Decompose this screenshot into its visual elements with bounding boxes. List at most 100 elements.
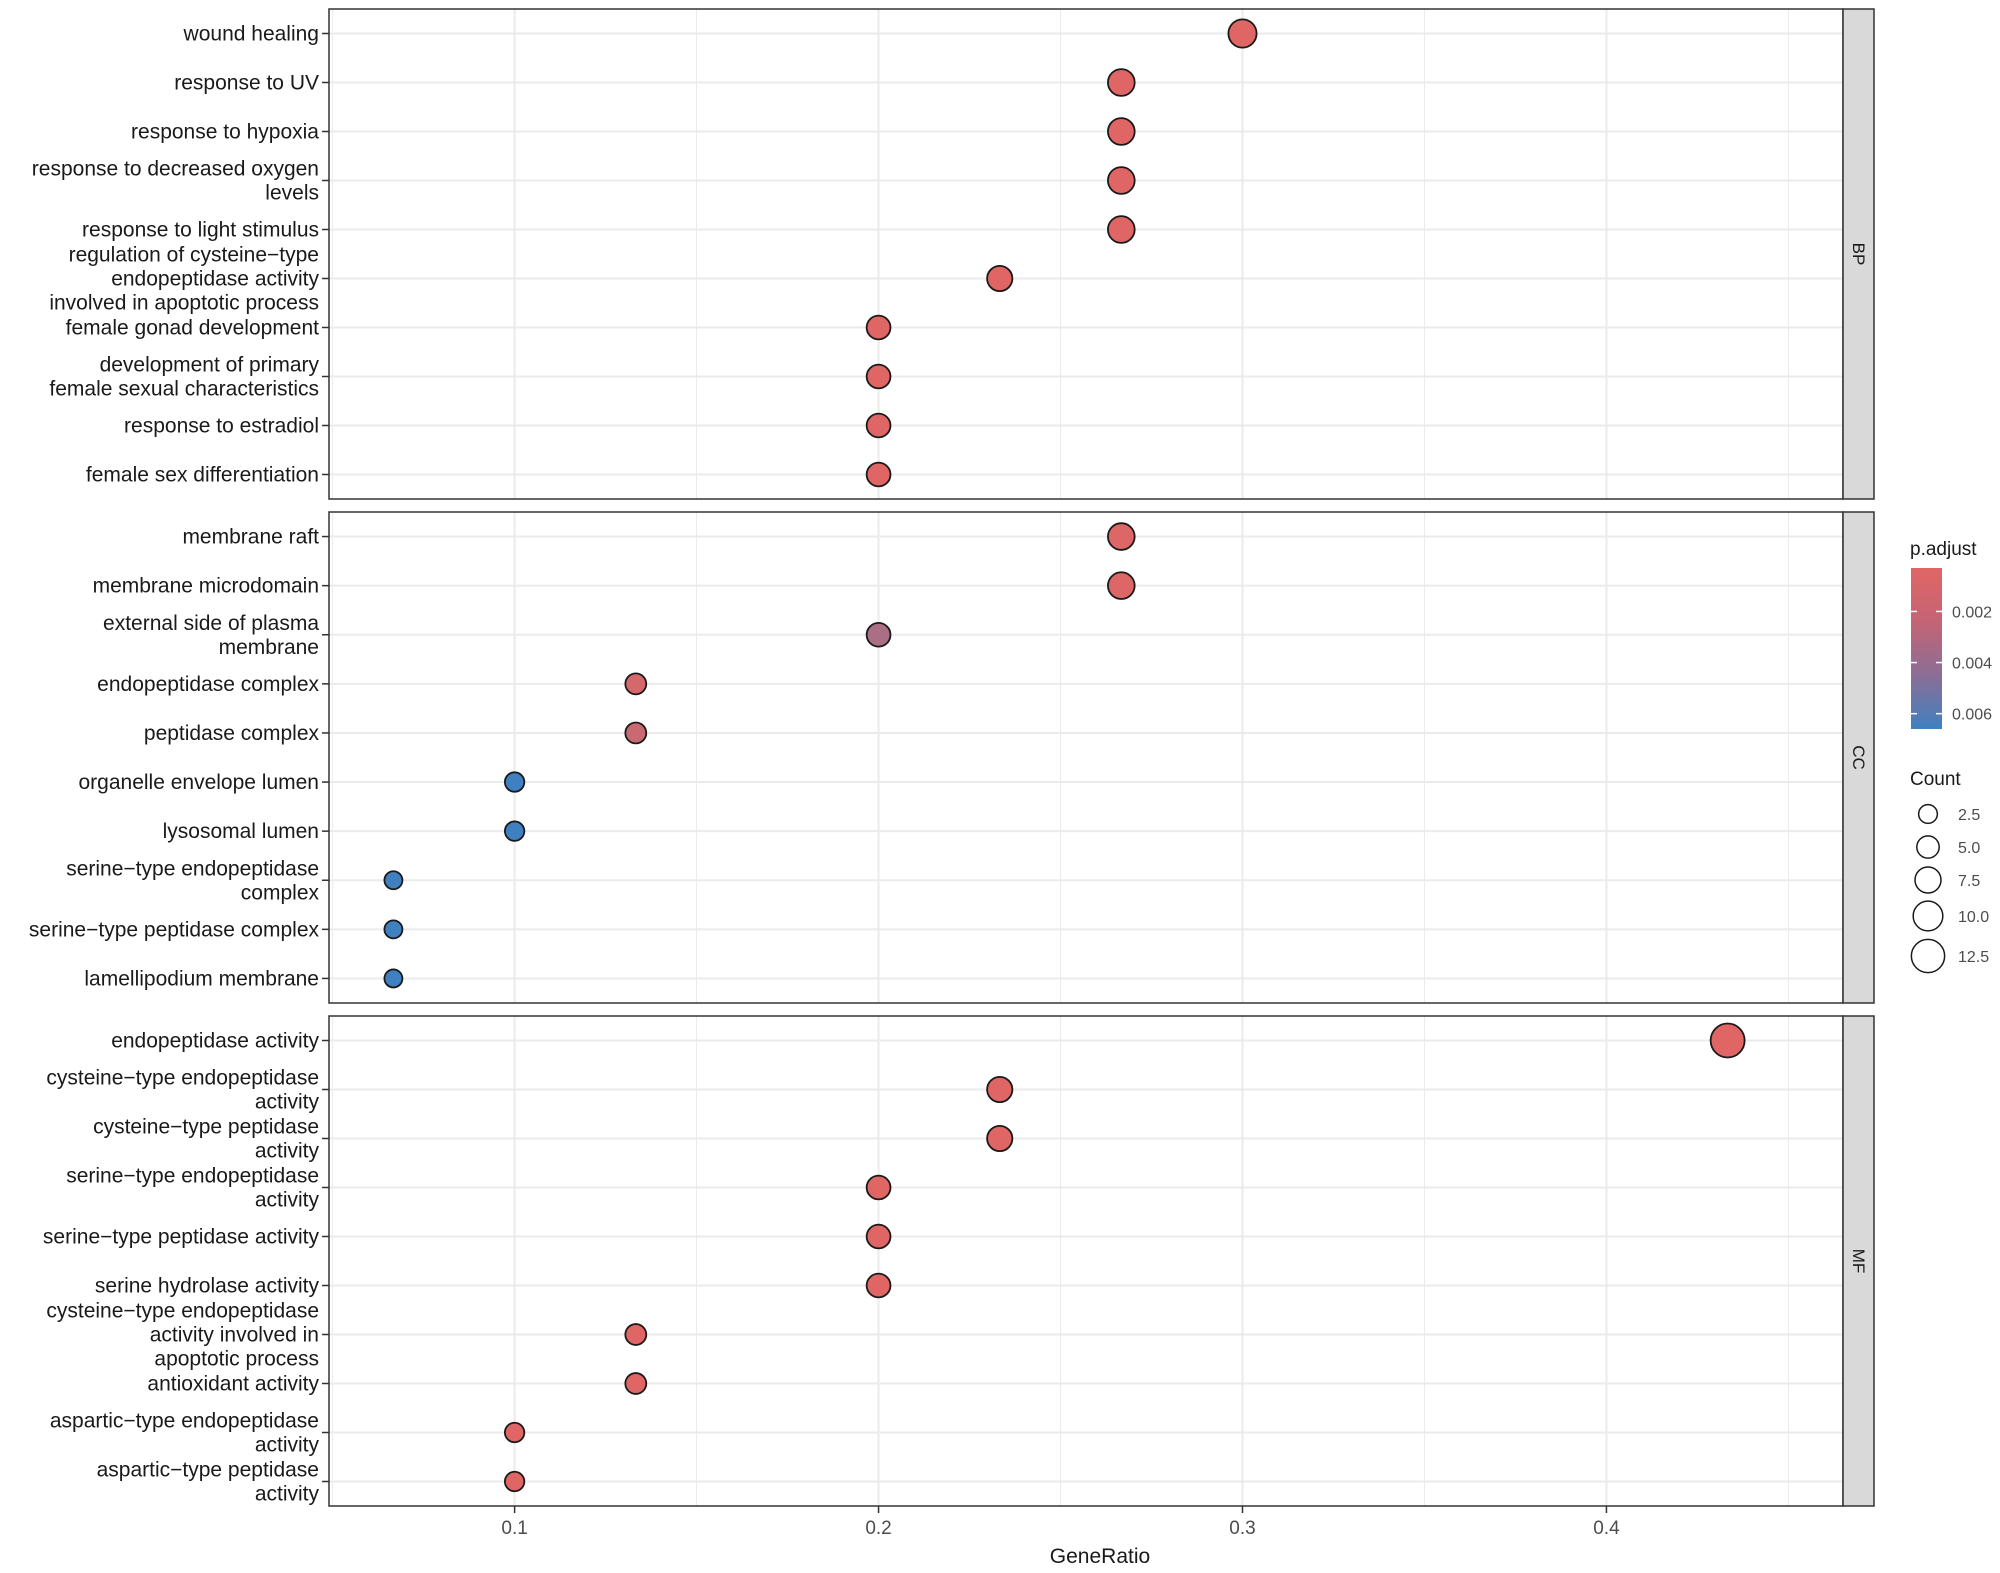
term-label-line: external side of plasma [103,612,319,635]
legend: p.adjust 0.002 0.004 0.006 Count 2.5 5.0 7.5 10.… [1910,539,1992,974]
count-legend-title: Count [1910,769,1961,790]
term-label-line: response to estradiol [124,415,319,438]
term-label: lysosomal lumen [163,820,319,843]
data-point [624,721,648,745]
data-point [986,1124,1014,1153]
x-tick-label: 0.1 [501,1518,527,1539]
term-label: aspartic−type endopeptidase activity [50,1410,320,1457]
term-label: response to decreased oxygen levels [32,158,319,205]
term-label: peptidase complex [144,722,320,745]
data-point [624,1372,648,1395]
colorbar-label: 0.004 [1952,656,1992,673]
data-point [503,1421,526,1444]
term-label: serine hydrolase activity [95,1275,320,1298]
term-label: serine−type peptidase activity [43,1226,320,1249]
term-label-line: serine−type endopeptidase [66,857,319,880]
colorbar-label: 0.006 [1952,707,1992,724]
term-label-line: apoptotic process [154,1348,319,1371]
count-legend-circle [1914,866,1942,894]
count-legend-label: 12.5 [1958,949,1989,966]
term-label-line: female sex differentiation [86,464,319,487]
term-label-line: response to light stimulus [82,219,319,242]
term-label-line: aspartic−type peptidase [97,1459,319,1482]
data-point [503,820,526,842]
data-point [1107,166,1136,195]
term-label: response to light stimulus [82,219,319,242]
data-point [986,1075,1014,1104]
data-point [865,1223,892,1250]
term-label-line: organelle envelope lumen [78,771,319,794]
data-point [865,1174,892,1201]
data-point [383,968,404,989]
facet-panel-cc: membrane raft membrane microdomain externa… [29,511,1875,1004]
data-point [383,919,404,940]
term-label: serine−type endopeptidase complex [66,857,319,904]
panel-background [329,9,1843,499]
term-label-line: female gonad development [66,317,320,340]
term-label: endopeptidase complex [97,673,319,696]
term-label-line: antioxidant activity [147,1373,319,1396]
term-label-line: involved in apoptotic process [49,292,319,315]
term-label-line: response to decreased oxygen [32,158,319,181]
term-label: female sex differentiation [86,464,319,487]
term-label: lamellipodium membrane [84,967,319,990]
data-point [865,1272,892,1299]
term-label-line: serine−type peptidase activity [43,1226,320,1249]
colorbar-label: 0.002 [1952,604,1992,621]
term-label-line: activity [255,1483,320,1506]
data-point [1107,215,1136,244]
count-legend-circle [1910,938,1946,974]
x-tick-label: 0.4 [1593,1518,1620,1539]
term-label-line: levels [265,182,319,205]
data-point [1107,522,1136,551]
term-label-line: serine−type peptidase complex [29,918,320,941]
term-label: development of primary female sexual char… [49,354,319,401]
p-adjust-colorbar [1911,568,1942,729]
term-label-line: endopeptidase complex [97,673,319,696]
term-label-line: complex [241,881,320,904]
term-label-line: development of primary [100,354,320,377]
term-label-line: cysteine−type peptidase [93,1116,319,1139]
term-label: external side of plasma membrane [103,612,319,659]
facet-strip-label: MF [1849,1249,1868,1274]
term-label-line: lamellipodium membrane [84,967,319,990]
facet-panel-mf: endopeptidase activity cysteine−type endo… [43,1015,1875,1507]
term-label: aspartic−type peptidase activity [97,1459,320,1506]
term-label: serine−type endopeptidase activity [66,1165,319,1212]
term-label-line: aspartic−type endopeptidase [50,1410,319,1433]
data-point [503,1470,526,1493]
p-adjust-legend-title: p.adjust [1910,539,1977,560]
data-point [1107,571,1136,600]
facet-panels: wound healing response to UV response to h… [29,8,1875,1507]
count-legend-circle [1916,835,1940,859]
term-label: antioxidant activity [147,1373,319,1396]
term-label-line: activity [255,1434,320,1457]
data-point [865,621,892,648]
term-label-line: response to UV [174,72,319,95]
facet-strip [1842,1015,1875,1507]
term-label: response to estradiol [124,415,319,438]
data-point [865,461,892,488]
term-label: cysteine−type peptidase activity [93,1116,319,1163]
facet-strip-label: BP [1849,243,1868,266]
term-label-line: membrane raft [182,526,319,549]
term-label: cysteine−type endopeptidase activity invo… [46,1300,319,1371]
data-point [383,870,404,891]
term-label: wound healing [183,23,319,46]
term-label-line: female sexual characteristics [49,378,319,401]
term-label-line: activity involved in [150,1324,319,1347]
term-label-line: serine−type endopeptidase [66,1165,319,1188]
data-point [624,672,648,696]
data-point [986,264,1014,293]
term-label-line: membrane [219,636,319,659]
data-point [503,771,526,793]
data-point [1107,68,1136,97]
term-label-line: membrane microdomain [93,575,319,598]
facet-strip [1842,511,1875,1004]
term-label-line: cysteine−type endopeptidase [46,1067,319,1090]
term-label: endopeptidase activity [111,1030,319,1053]
data-point [624,1323,648,1346]
term-label: response to UV [174,72,319,95]
facet-strip [1842,8,1875,500]
